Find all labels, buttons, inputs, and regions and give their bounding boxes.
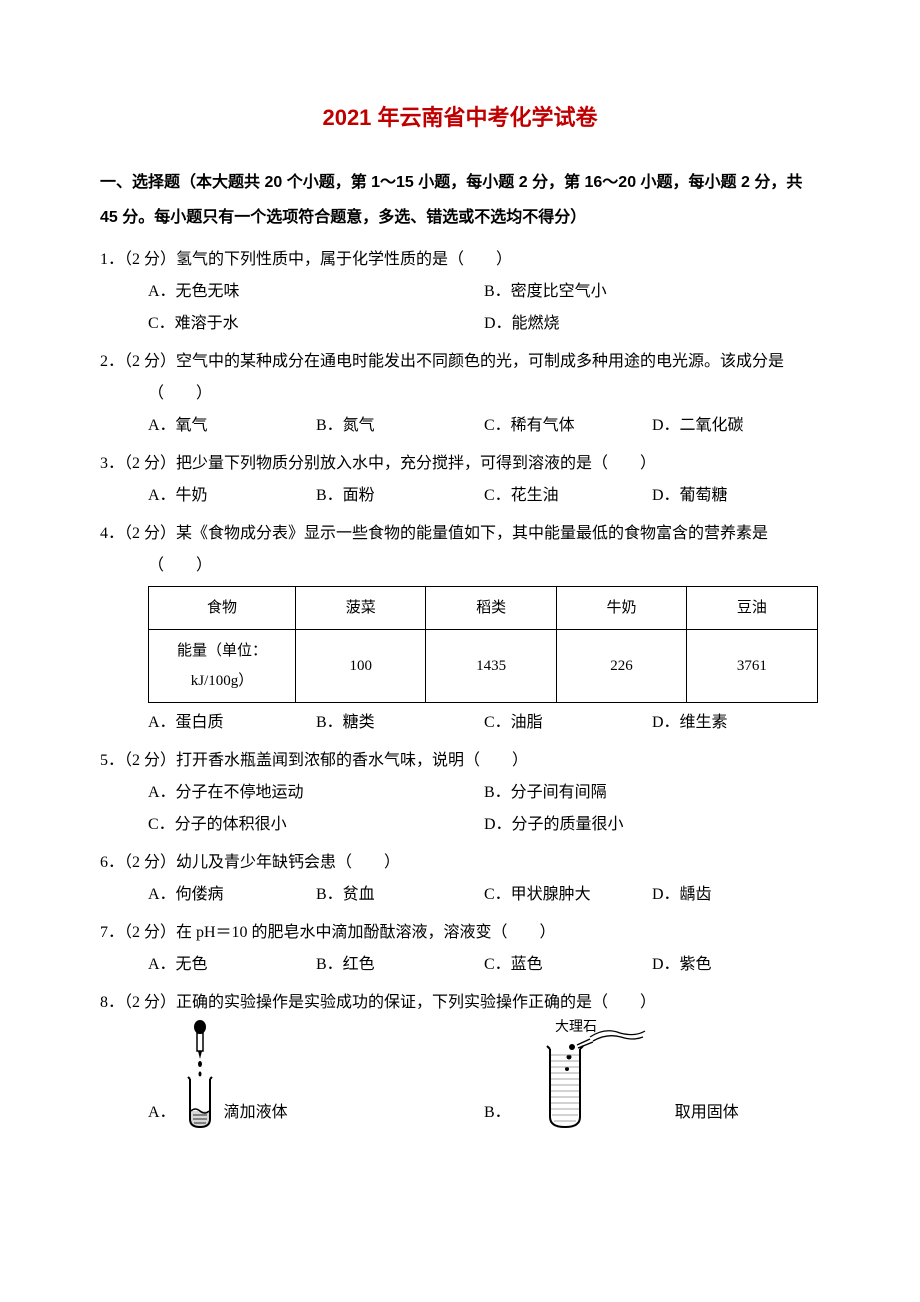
question-5: 5．（2 分）打开香水瓶盖闻到浓郁的香水气味，说明（ ）A．分子在不停地运动B．… [100, 745, 820, 841]
option: B．氮气 [316, 410, 484, 442]
option-text: 取用固体 [659, 1097, 739, 1129]
table-cell: 豆油 [687, 586, 817, 629]
option: C．难溶于水 [148, 308, 484, 340]
table-cell: 3761 [687, 629, 817, 702]
question-2: 2．（2 分）空气中的某种成分在通电时能发出不同颜色的光，可制成多种用途的电光源… [100, 346, 820, 442]
option: D．维生素 [652, 707, 820, 739]
option: A．氧气 [148, 410, 316, 442]
table-cell: 牛奶 [556, 586, 686, 629]
dropper-icon [180, 1019, 220, 1129]
question-text: 8．（2 分）正确的实验操作是实验成功的保证，下列实验操作正确的是（ ） [100, 987, 820, 1019]
option: B．红色 [316, 949, 484, 981]
image-option: B． 大理石 取用固体 [484, 1019, 820, 1129]
option: D．分子的质量很小 [484, 809, 820, 841]
exam-title: 2021 年云南省中考化学试卷 [100, 100, 820, 135]
table-cell: 1435 [426, 629, 556, 702]
options: A．分子在不停地运动B．分子间有间隔C．分子的体积很小D．分子的质量很小 [100, 777, 820, 841]
table-cell: 100 [296, 629, 426, 702]
marble-label: 大理石 [555, 1019, 597, 1035]
option: B．糖类 [316, 707, 484, 739]
option: C．分子的体积很小 [148, 809, 484, 841]
solid-icon: 大理石 [515, 1019, 655, 1129]
option: C．花生油 [484, 480, 652, 512]
question-text: 3．（2 分）把少量下列物质分别放入水中，充分搅拌，可得到溶液的是（ ） [100, 448, 820, 480]
options: A．蛋白质B．糖类C．油脂D．维生素 [100, 707, 820, 739]
solid-diagram: 大理石 [515, 1019, 655, 1129]
question-text: 4．（2 分）某《食物成分表》显示一些食物的能量值如下，其中能量最低的食物富含的… [100, 518, 820, 582]
options: A．无色无味B．密度比空气小C．难溶于水D．能燃烧 [100, 276, 820, 340]
option: B．密度比空气小 [484, 276, 820, 308]
food-energy-table: 食物菠菜稻类牛奶豆油能量（单位：kJ/100g）10014352263761 [148, 586, 818, 703]
question-text: 5．（2 分）打开香水瓶盖闻到浓郁的香水气味，说明（ ） [100, 745, 820, 777]
option: D．龋齿 [652, 879, 820, 911]
option-label: A． [148, 1097, 176, 1129]
option: A．佝偻病 [148, 879, 316, 911]
option: B．面粉 [316, 480, 484, 512]
option: D．葡萄糖 [652, 480, 820, 512]
question-1: 1．（2 分）氢气的下列性质中，属于化学性质的是（ ）A．无色无味B．密度比空气… [100, 244, 820, 340]
options: A．牛奶B．面粉C．花生油D．葡萄糖 [100, 480, 820, 512]
option: C．蓝色 [484, 949, 652, 981]
image-option: A． 滴加液体 [148, 1019, 484, 1129]
table-cell: 226 [556, 629, 686, 702]
option: C．甲状腺肿大 [484, 879, 652, 911]
question-3: 3．（2 分）把少量下列物质分别放入水中，充分搅拌，可得到溶液的是（ ）A．牛奶… [100, 448, 820, 512]
question-text: 6．（2 分）幼儿及青少年缺钙会患（ ） [100, 847, 820, 879]
table-cell: 菠菜 [296, 586, 426, 629]
question-text: 7．（2 分）在 pH＝10 的肥皂水中滴加酚酞溶液，溶液变（ ） [100, 917, 820, 949]
option: B．贫血 [316, 879, 484, 911]
option: A．无色 [148, 949, 316, 981]
option-label: B． [484, 1097, 511, 1129]
question-7: 7．（2 分）在 pH＝10 的肥皂水中滴加酚酞溶液，溶液变（ ）A．无色B．红… [100, 917, 820, 981]
option: A．牛奶 [148, 480, 316, 512]
question-6: 6．（2 分）幼儿及青少年缺钙会患（ ）A．佝偻病B．贫血C．甲状腺肿大D．龋齿 [100, 847, 820, 911]
option: C．稀有气体 [484, 410, 652, 442]
options: A．无色B．红色C．蓝色D．紫色 [100, 949, 820, 981]
option-text: 滴加液体 [224, 1097, 288, 1129]
question-8: 8．（2 分）正确的实验操作是实验成功的保证，下列实验操作正确的是（ ）A． 滴… [100, 987, 820, 1129]
question-text: 1．（2 分）氢气的下列性质中，属于化学性质的是（ ） [100, 244, 820, 276]
option: A．分子在不停地运动 [148, 777, 484, 809]
options: A．佝偻病B．贫血C．甲状腺肿大D．龋齿 [100, 879, 820, 911]
option: D．紫色 [652, 949, 820, 981]
question-4: 4．（2 分）某《食物成分表》显示一些食物的能量值如下，其中能量最低的食物富含的… [100, 518, 820, 739]
option: A．无色无味 [148, 276, 484, 308]
option: D．二氧化碳 [652, 410, 820, 442]
image-options: A． 滴加液体B． 大理石 取用固体 [100, 1019, 820, 1129]
dropper-diagram [180, 1019, 220, 1129]
question-text: 2．（2 分）空气中的某种成分在通电时能发出不同颜色的光，可制成多种用途的电光源… [100, 346, 820, 410]
table-cell: 食物 [149, 586, 296, 629]
options: A．氧气B．氮气C．稀有气体D．二氧化碳 [100, 410, 820, 442]
option: C．油脂 [484, 707, 652, 739]
table-cell: 稻类 [426, 586, 556, 629]
table-cell: 能量（单位：kJ/100g） [149, 629, 296, 702]
option: D．能燃烧 [484, 308, 820, 340]
option: B．分子间有间隔 [484, 777, 820, 809]
section-instruction: 一、选择题（本大题共 20 个小题，第 1～15 小题，每小题 2 分，第 16… [100, 165, 820, 235]
option: A．蛋白质 [148, 707, 316, 739]
